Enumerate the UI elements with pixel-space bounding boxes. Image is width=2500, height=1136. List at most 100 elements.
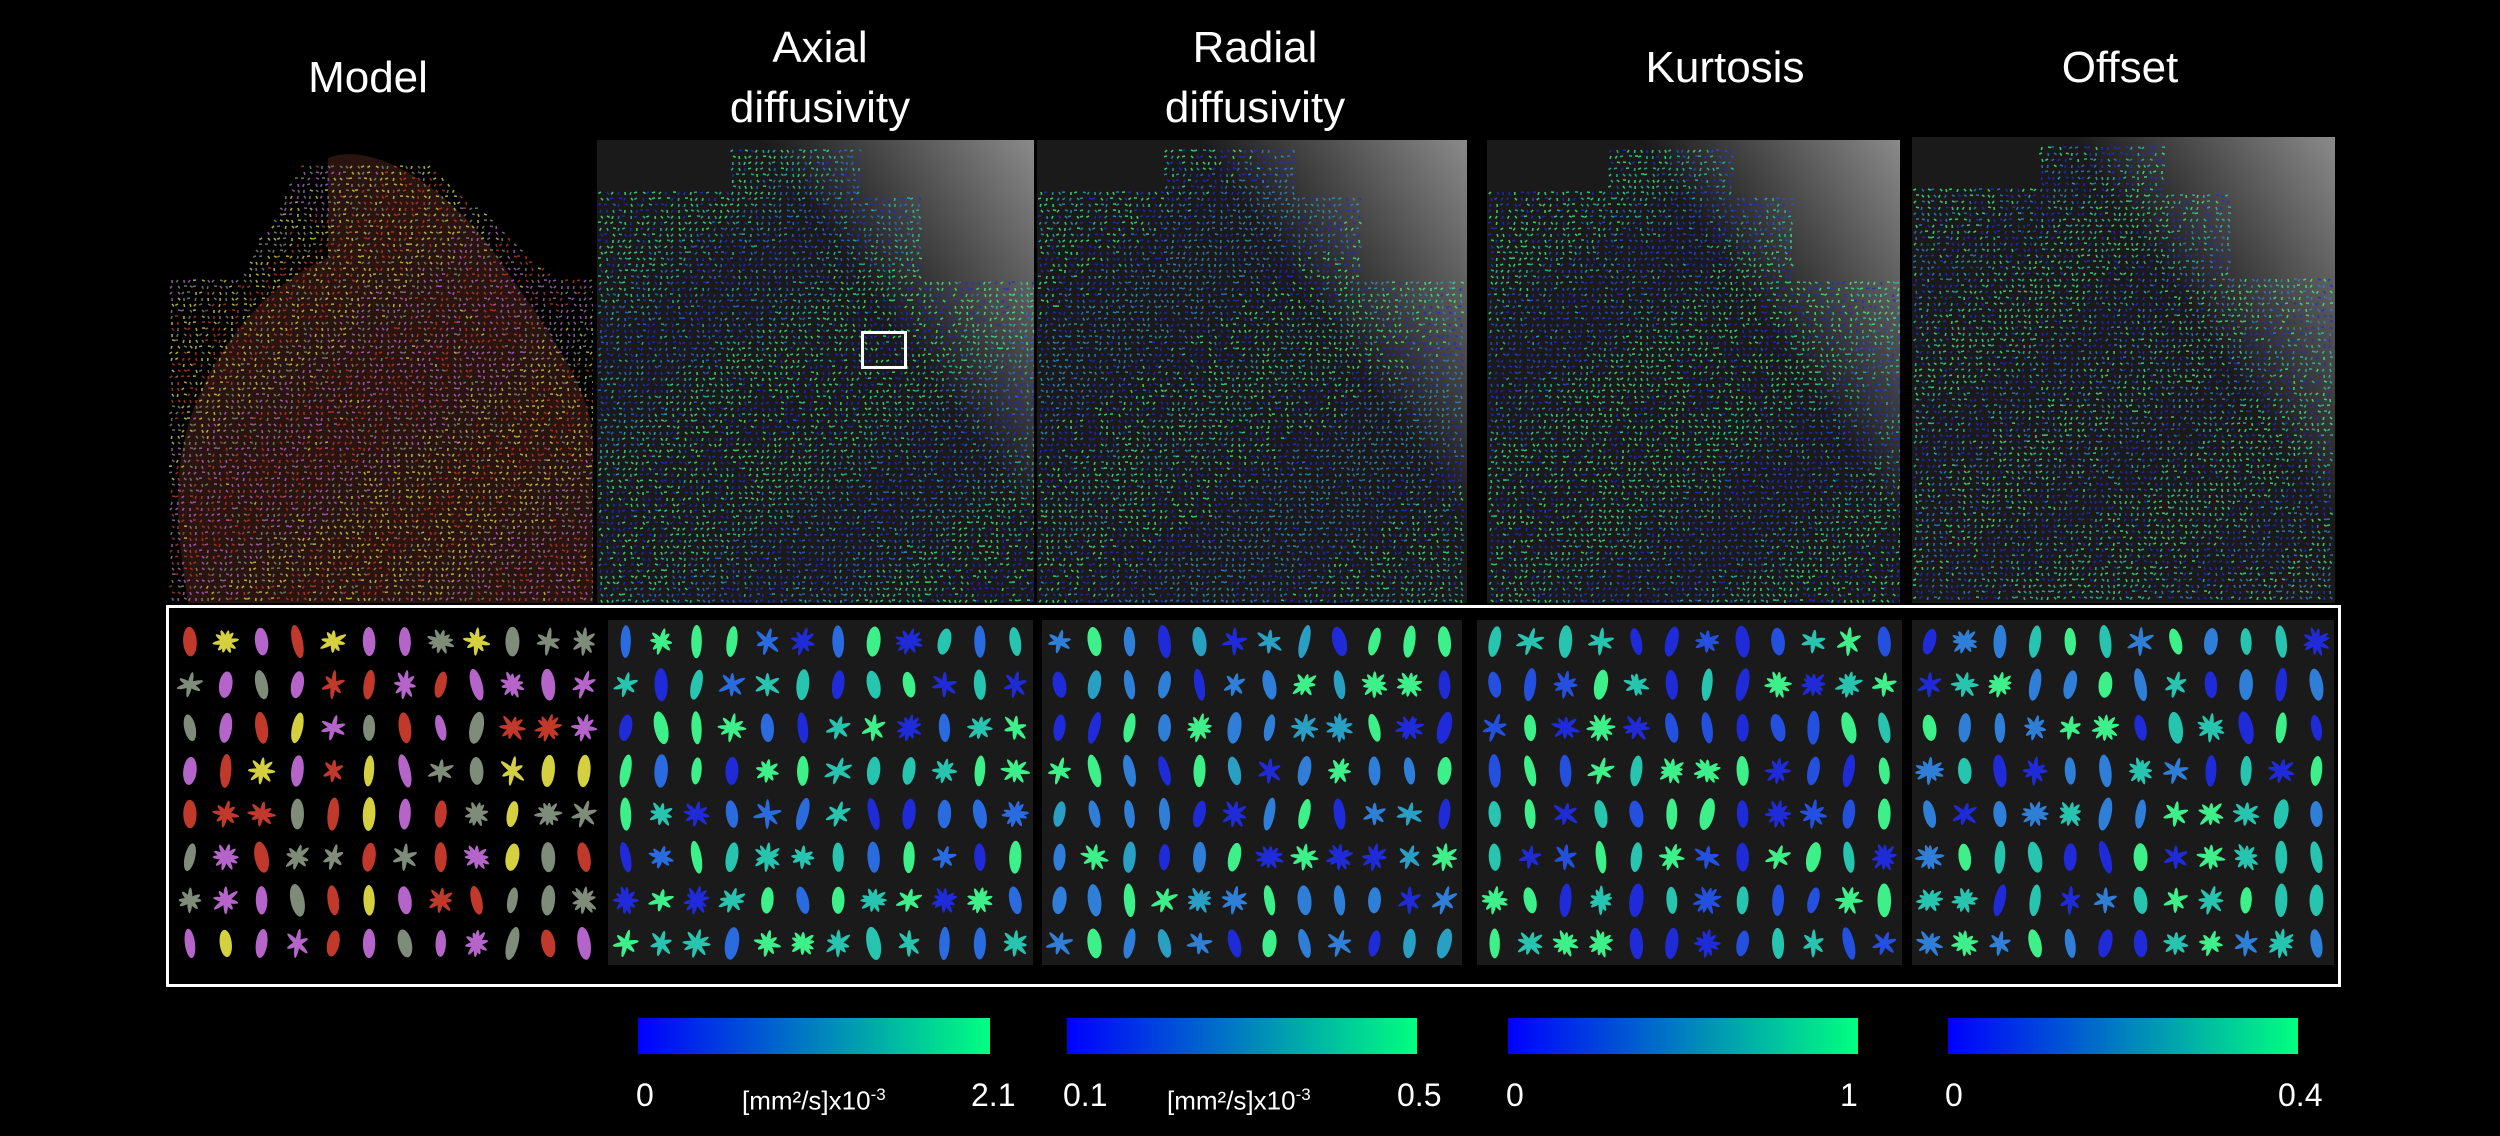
fiber-glyph: [541, 561, 545, 565]
fiber-glyph: [840, 179, 844, 183]
fiber-glyph: [850, 161, 854, 166]
fiber-glyph: [912, 209, 915, 214]
fiber-glyph: [576, 531, 581, 534]
fiber-glyph: [279, 327, 284, 331]
fiber-glyph: [453, 369, 457, 373]
fiber-glyph: [540, 375, 545, 378]
fiber-glyph: [571, 423, 575, 427]
fiber-glyph: [531, 303, 534, 308]
fiber-glyph: [243, 435, 248, 438]
fiber-glyph: [519, 405, 523, 410]
fiber-glyph: [700, 191, 704, 195]
fiber-glyph: [606, 215, 611, 219]
fiber-glyph: [279, 231, 283, 235]
fiber-glyph: [517, 279, 521, 283]
fiber-glyph: [579, 567, 584, 570]
fiber-glyph: [285, 291, 290, 294]
fiber-glyph: [591, 303, 593, 308]
fiber-glyph: [271, 549, 275, 553]
fiber-glyph: [489, 381, 493, 385]
fiber-glyph: [433, 339, 437, 343]
fiber-glyph: [471, 453, 474, 458]
fiber-glyph: [177, 285, 181, 289]
fiber-glyph: [249, 441, 254, 444]
fiber-glyph: [217, 309, 221, 314]
fiber-glyph: [333, 327, 336, 332]
fiber-glyph: [218, 543, 221, 548]
fiber-glyph: [373, 399, 377, 404]
fiber-glyph: [439, 327, 443, 331]
fiber-glyph: [421, 357, 425, 361]
fiber-glyph: [555, 429, 558, 434]
fiber-glyph: [766, 173, 770, 177]
fiber-glyph: [453, 225, 457, 229]
fiber-glyph: [295, 489, 299, 493]
fiber-glyph: [760, 161, 764, 165]
fiber-glyph: [264, 351, 269, 354]
fiber-glyph: [373, 375, 377, 379]
fiber-glyph: [481, 543, 485, 547]
fiber-glyph: [463, 447, 467, 451]
fiber-glyph: [531, 453, 535, 458]
fiber-glyph: [279, 399, 284, 402]
fiber-glyph: [378, 561, 383, 564]
fiber-glyph: [309, 387, 313, 391]
fiber-glyph: [387, 189, 390, 194]
fiber-glyph: [529, 483, 533, 487]
fiber-glyph: [529, 465, 533, 469]
fiber-glyph: [517, 393, 521, 397]
fiber-glyph: [279, 423, 283, 428]
fiber-glyph: [870, 221, 873, 226]
fiber-glyph: [844, 197, 848, 201]
fiber-glyph: [303, 531, 307, 535]
fiber-glyph: [361, 189, 365, 193]
fiber-glyph: [856, 161, 860, 165]
fiber-glyph: [369, 291, 373, 295]
fiber-glyph: [349, 201, 353, 206]
fiber-glyph: [219, 477, 222, 482]
fiber-glyph: [498, 549, 503, 552]
fiber-glyph: [439, 237, 443, 241]
fiber-glyph: [573, 513, 577, 517]
fiber-glyph: [591, 573, 593, 577]
fiber-glyph: [405, 423, 409, 427]
fiber-glyph: [483, 267, 487, 271]
fiber-glyph: [231, 465, 236, 468]
fiber-glyph: [409, 495, 413, 499]
fiber-glyph: [447, 255, 451, 259]
fiber-glyph: [441, 213, 445, 217]
fiber-glyph: [459, 219, 464, 222]
fiber-glyph: [524, 315, 527, 320]
fiber-glyph: [345, 579, 349, 583]
fiber-glyph: [207, 345, 212, 348]
fiber-glyph: [351, 573, 356, 576]
fiber-glyph: [193, 471, 197, 475]
fiber-glyph: [463, 537, 467, 541]
fiber-glyph: [441, 429, 445, 434]
fiber-glyph: [381, 327, 385, 331]
fiber-glyph: [288, 435, 293, 438]
fiber-glyph: [315, 435, 319, 439]
fiber-glyph: [429, 519, 433, 523]
fiber-glyph: [900, 197, 905, 200]
fiber-glyph: [363, 537, 367, 542]
fiber-glyph: [351, 447, 355, 451]
fiber-glyph: [477, 213, 480, 218]
fiber-glyph: [373, 597, 377, 601]
fiber-glyph: [241, 387, 245, 391]
fiber-glyph: [489, 561, 493, 565]
fiber-glyph: [591, 411, 593, 414]
fiber-glyph: [511, 351, 515, 355]
fiber-glyph: [297, 375, 301, 379]
fiber-glyph: [791, 167, 794, 172]
fiber-glyph: [519, 465, 522, 470]
fiber-glyph: [339, 585, 342, 590]
fiber-glyph: [477, 531, 482, 535]
fiber-glyph: [471, 435, 474, 440]
fiber-glyph: [429, 411, 433, 415]
fiber-glyph: [567, 447, 572, 450]
fiber-glyph: [724, 215, 728, 219]
fiber-glyph: [482, 489, 485, 494]
fiber-glyph: [570, 501, 575, 504]
fiber-glyph: [465, 489, 468, 494]
